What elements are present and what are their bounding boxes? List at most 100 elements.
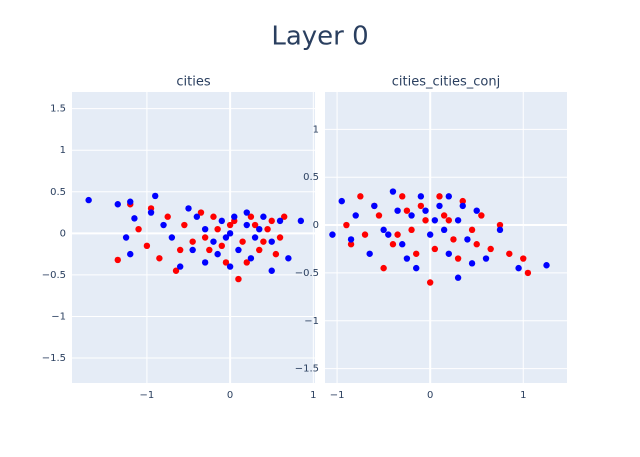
point xyxy=(515,264,522,272)
point xyxy=(329,231,336,238)
point xyxy=(408,212,415,219)
point xyxy=(176,246,184,254)
point xyxy=(197,209,205,216)
point xyxy=(403,255,411,262)
point xyxy=(127,250,134,258)
y-tick-label: 0.5 xyxy=(50,187,66,198)
point xyxy=(487,245,494,253)
point xyxy=(343,221,350,229)
point xyxy=(114,201,121,208)
point xyxy=(450,236,457,243)
point xyxy=(459,202,466,210)
point xyxy=(371,202,378,210)
x-tick-label: 1 xyxy=(520,390,526,401)
y-tick-label: −1.5 xyxy=(295,364,319,375)
point xyxy=(408,226,415,234)
point xyxy=(247,255,255,262)
point xyxy=(347,241,355,248)
point xyxy=(143,242,151,250)
point xyxy=(218,217,225,225)
point xyxy=(189,238,196,245)
point xyxy=(251,221,259,229)
point xyxy=(413,264,420,272)
point xyxy=(417,202,425,210)
point xyxy=(193,213,201,220)
y-tick-label: −0.5 xyxy=(295,268,319,279)
point xyxy=(422,217,429,224)
point xyxy=(226,230,234,237)
series xyxy=(85,192,305,274)
point xyxy=(135,225,142,233)
point xyxy=(201,259,209,266)
point xyxy=(272,250,280,258)
y-tick-label: −1.5 xyxy=(42,353,66,364)
point xyxy=(214,225,221,233)
point xyxy=(431,245,439,253)
point xyxy=(147,209,155,216)
point xyxy=(361,231,369,238)
series xyxy=(329,188,550,281)
point xyxy=(478,212,485,219)
point xyxy=(239,238,246,245)
x-tick-label: 0 xyxy=(227,390,233,401)
point xyxy=(454,255,462,262)
point xyxy=(206,246,213,254)
point xyxy=(422,207,429,214)
point xyxy=(276,234,284,241)
point xyxy=(496,221,504,229)
point xyxy=(172,267,180,274)
point xyxy=(160,221,167,229)
point xyxy=(440,226,448,234)
point xyxy=(380,264,387,272)
point xyxy=(235,275,242,283)
point xyxy=(459,197,466,205)
x-tick-label: −1 xyxy=(140,390,155,401)
point xyxy=(357,193,364,200)
plot-area xyxy=(72,92,315,383)
point xyxy=(375,212,383,219)
subplot-title: cities xyxy=(176,75,210,90)
point xyxy=(426,279,434,286)
point xyxy=(473,207,480,214)
point xyxy=(285,255,292,262)
point xyxy=(445,193,452,200)
point xyxy=(231,213,238,220)
point xyxy=(403,207,411,214)
point xyxy=(210,238,217,245)
point xyxy=(496,226,504,234)
point xyxy=(417,193,425,200)
series xyxy=(114,201,288,283)
y-tick-label: −1 xyxy=(51,311,66,322)
point xyxy=(268,238,275,245)
point xyxy=(260,213,267,220)
point xyxy=(214,250,221,258)
point xyxy=(473,241,480,248)
x-tick-label: 1 xyxy=(310,390,316,401)
point xyxy=(181,221,188,229)
point xyxy=(127,198,134,205)
y-tick-label: 0 xyxy=(60,228,66,239)
figure-title: Layer 0 xyxy=(271,22,368,52)
point xyxy=(243,259,250,266)
point xyxy=(251,234,259,241)
point xyxy=(247,213,255,220)
y-tick-label: −1 xyxy=(304,316,319,327)
point xyxy=(243,209,250,216)
point xyxy=(524,269,532,277)
point xyxy=(468,260,476,267)
point xyxy=(352,212,359,219)
point xyxy=(413,250,420,257)
y-tick-label: 0.5 xyxy=(303,172,319,183)
point xyxy=(210,213,217,220)
point xyxy=(156,255,163,262)
point xyxy=(281,213,288,220)
point xyxy=(445,217,452,224)
point xyxy=(506,250,513,257)
point xyxy=(264,225,271,233)
point xyxy=(164,213,171,220)
point xyxy=(85,196,92,204)
point xyxy=(243,221,250,229)
point xyxy=(338,197,345,205)
plot-area xyxy=(325,92,567,383)
